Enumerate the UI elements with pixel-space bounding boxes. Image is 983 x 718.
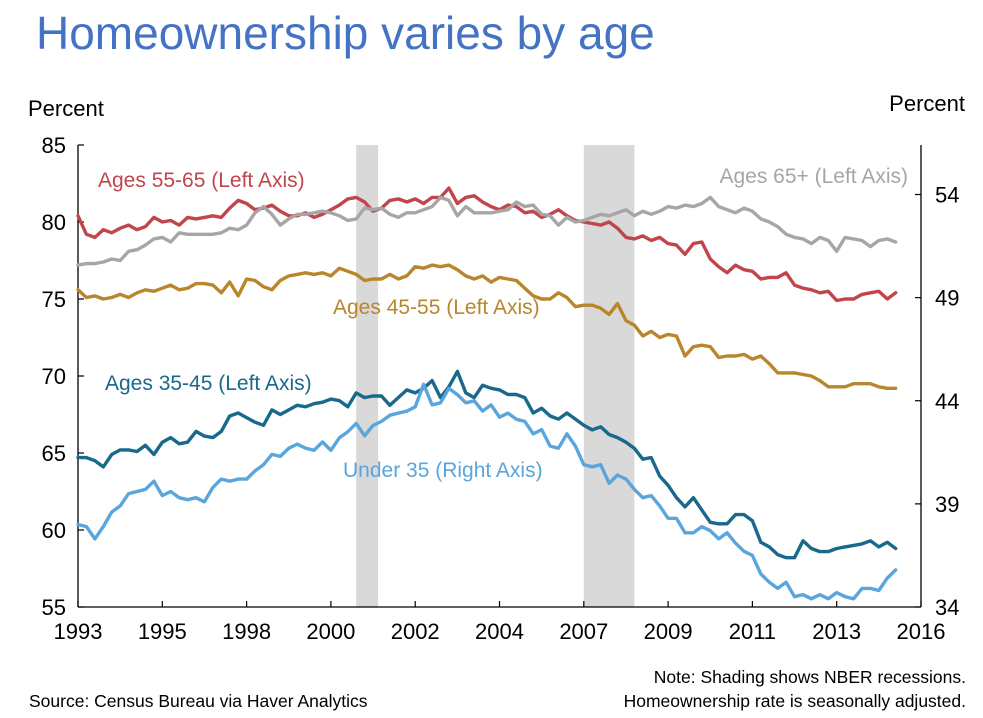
x-tick-label: 2016: [897, 619, 946, 644]
chart-title: Homeownership varies by age: [36, 7, 655, 59]
left-tick-label: 80: [42, 210, 66, 235]
plot-frame: 55 60 65 70 75 80 85 34 39 44 49 54 1993 1995 1998 2000…: [42, 133, 960, 644]
seasonal-note: Homeownership rate is seasonally adjuste…: [623, 691, 966, 711]
series-line-ages-55-65: [76, 186, 898, 303]
x-tick-label: 2011: [729, 619, 776, 644]
x-tick-label: 2007: [559, 619, 608, 644]
recession-band-1: [356, 145, 379, 607]
series-label-ages-35-45: Ages 35-45 (Left Axis): [105, 372, 312, 395]
source-note: Source: Census Bureau via Haver Analytic…: [29, 691, 368, 711]
recession-note: Note: Shading shows NBER recessions.: [653, 667, 966, 687]
left-tick-label: 85: [42, 133, 66, 158]
series-line-ages-45-55: [76, 263, 898, 390]
x-tick-label: 2002: [391, 619, 440, 644]
series-label-ages-45-55: Ages 45-55 (Left Axis): [333, 296, 540, 319]
x-tick-label: 1998: [222, 619, 271, 644]
x-tick-label: 2000: [306, 619, 355, 644]
series-label-ages-65: Ages 65+ (Left Axis): [719, 165, 908, 188]
right-tick-label: 44: [935, 389, 959, 414]
right-tick-label: 39: [935, 492, 959, 517]
left-axis-label: Percent: [28, 96, 104, 121]
right-tick-label: 34: [935, 595, 959, 620]
left-tick-label: 60: [42, 518, 66, 543]
right-tick-label: 49: [935, 286, 959, 311]
series-label-ages-55-65: Ages 55-65 (Left Axis): [98, 169, 305, 192]
x-tick-label: 2004: [475, 619, 524, 644]
series-labels: Ages 55-65 (Left Axis) Ages 65+ (Left Axi…: [98, 165, 908, 482]
right-tick-label: 54: [935, 183, 959, 208]
x-tick-label: 2009: [644, 619, 693, 644]
x-tick-label: 1995: [138, 619, 187, 644]
right-axis-label: Percent: [889, 91, 965, 116]
series-line-under-35: [76, 382, 898, 601]
x-tick-label: 1993: [54, 619, 103, 644]
x-tick-label: 2013: [812, 619, 861, 644]
series-line-ages-65: [76, 195, 898, 267]
recession-shading: [356, 145, 635, 607]
left-tick-label: 70: [42, 364, 66, 389]
left-tick-label: 75: [42, 287, 66, 312]
series-lines: [76, 186, 898, 601]
series-line-ages-35-45: [76, 369, 898, 560]
series-label-under-35: Under 35 (Right Axis): [343, 459, 543, 482]
left-tick-label: 65: [42, 441, 66, 466]
left-tick-label: 55: [42, 595, 66, 620]
